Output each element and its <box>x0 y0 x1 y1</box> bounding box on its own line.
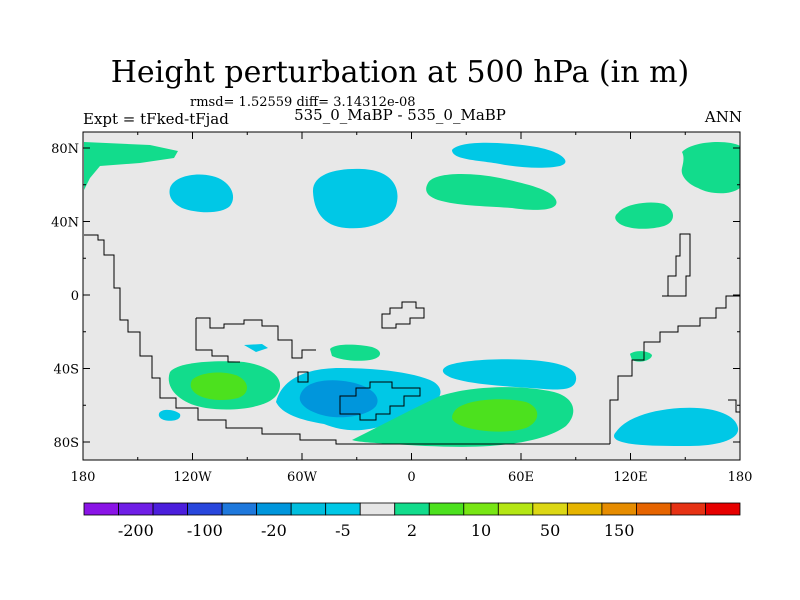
colorbar-label: -5 <box>335 521 351 540</box>
colorbar-box <box>290 502 327 516</box>
lon-tick-label: 60E <box>508 470 534 485</box>
colorbar-labels: -200 -100 -20 -5 2 10 50 150 <box>118 521 635 540</box>
colorbar-label: 150 <box>604 521 635 540</box>
anomaly-green-small-east <box>630 351 652 362</box>
lat-tick-label: 80S <box>54 436 79 451</box>
coastline-east-1 <box>609 295 740 444</box>
colorbar-box <box>83 502 119 516</box>
anomaly-green-eurasia <box>426 173 557 210</box>
colorbar-label: -200 <box>118 521 154 540</box>
colorbar-box <box>463 502 499 516</box>
colorbar-box <box>705 502 741 516</box>
coastline-antarctic-peninsula <box>339 381 421 421</box>
anomaly-green-arctic-east <box>681 142 740 194</box>
colorbar-box <box>325 502 361 516</box>
lat-tick-label: 80N <box>51 142 79 157</box>
coastline-east-2 <box>662 233 691 297</box>
stats-line: rmsd= 1.52559 diff= 3.14312e-08 <box>190 95 416 110</box>
anomaly-blue-arctic <box>452 142 566 168</box>
lat-tick-label: 40S <box>54 363 79 378</box>
anomaly-green-east-asia <box>615 202 673 229</box>
anomaly-blue-small-2 <box>158 409 181 421</box>
colorbar-box <box>187 502 223 516</box>
colorbar-box <box>670 502 706 516</box>
anomaly-blue-southern-ocean <box>614 407 739 446</box>
anomaly-green-central-atlantic <box>330 344 381 361</box>
plot-title: Height perturbation at 500 hPa (in m) <box>110 55 690 90</box>
colorbar-box <box>152 502 188 516</box>
anomaly-lime-south-indian <box>452 399 538 432</box>
colorbar-label: -100 <box>187 521 223 540</box>
coastline-inner-1 <box>195 318 240 363</box>
colorbar-boxes <box>83 502 741 516</box>
colorbar-box <box>532 502 568 516</box>
colorbar-label: 10 <box>471 521 491 540</box>
colorbar-box <box>118 502 154 516</box>
experiment-label: Expt = tFked-tFjad <box>83 110 229 128</box>
anomaly-deepblue-south-atlantic <box>299 380 378 418</box>
anomaly-blue-indian <box>442 359 577 390</box>
axis-tick-labels: 80N 40N 0 40S 80S 180 120W 60W 0 60E 120E 180 <box>51 142 752 485</box>
anomaly-blue-north-atlantic <box>312 168 398 229</box>
lon-tick-label: 120E <box>613 470 647 485</box>
colorbar-box <box>636 502 672 516</box>
lon-tick-label: 0 <box>407 470 415 485</box>
coastline-americas <box>84 234 610 445</box>
anomaly-blue-small-1 <box>244 344 268 352</box>
lon-tick-label: 180 <box>728 470 753 485</box>
continent-outlines <box>84 233 740 445</box>
colorbar-box <box>256 502 292 516</box>
colorbar-label: 2 <box>407 521 417 540</box>
colorbar-box <box>428 502 465 516</box>
anomaly-blue-north-pacific <box>169 174 234 213</box>
season-label: ANN <box>704 108 742 126</box>
lon-tick-label: 180 <box>71 470 96 485</box>
colorbar-box <box>601 502 637 516</box>
coastline-east-3 <box>728 399 740 413</box>
coastline-inner-2 <box>297 371 309 383</box>
colorbar-box <box>359 502 396 516</box>
colorbar-box <box>497 502 534 516</box>
colorbar-label: 50 <box>540 521 560 540</box>
lat-tick-label: 0 <box>71 289 79 304</box>
anomaly-green-arctic-west <box>84 142 178 190</box>
lat-tick-label: 40N <box>51 216 79 231</box>
lon-tick-label: 120W <box>173 470 212 485</box>
contour-fills <box>84 142 740 447</box>
colorbar-box <box>394 502 430 516</box>
anomaly-lime-south-pacific <box>190 372 247 400</box>
axis-ticks <box>82 132 741 460</box>
colorbar-label: -20 <box>261 521 287 540</box>
subtitle: 535_0_MaBP - 535_0_MaBP <box>294 106 506 124</box>
colorbar-box <box>221 502 258 516</box>
colorbar-box <box>566 502 603 516</box>
coastline-africa <box>196 317 316 359</box>
lon-tick-label: 60W <box>287 470 318 485</box>
coastline-island <box>381 301 425 329</box>
